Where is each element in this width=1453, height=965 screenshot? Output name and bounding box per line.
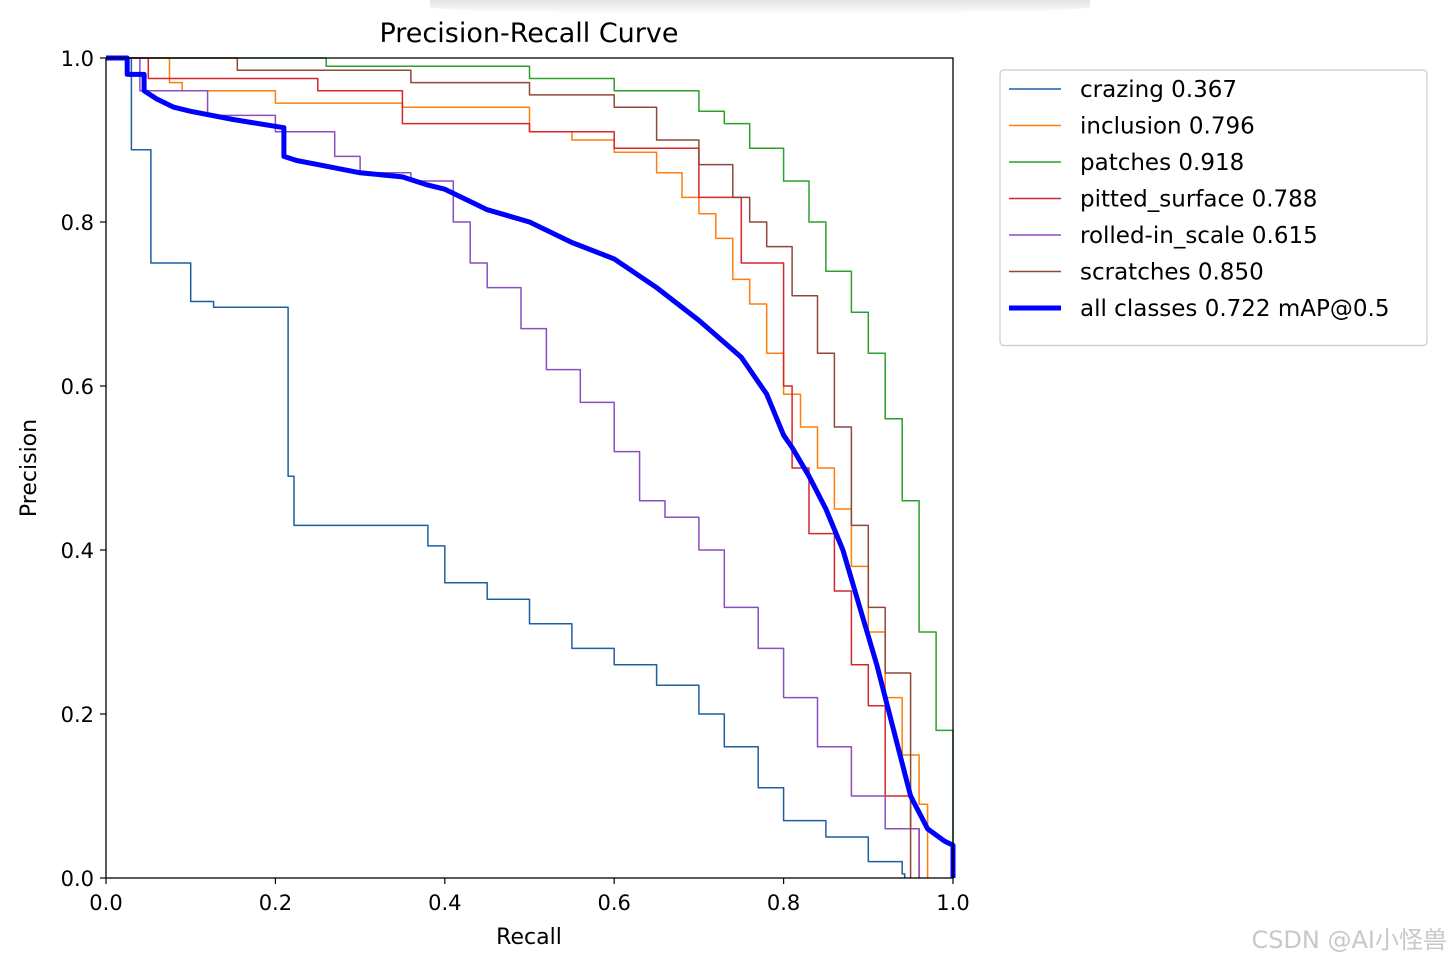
legend-label: crazing 0.367 xyxy=(1080,77,1237,103)
series-line-5 xyxy=(106,57,912,878)
y-axis-label: Precision xyxy=(17,419,42,517)
x-tick-label: 0.2 xyxy=(259,891,292,915)
y-tick-label: 1.0 xyxy=(61,47,94,71)
axes: 0.0 0.2 0.4 0.6 0.8 1.0 0.0 0.2 0.4 0.6 0.8 1.0 xyxy=(61,47,970,915)
series-line-3 xyxy=(106,57,920,878)
legend-label: rolled-in_scale 0.615 xyxy=(1080,223,1318,249)
series-line-4 xyxy=(106,57,920,878)
series-line-2 xyxy=(106,57,954,878)
x-tick-label: 0.6 xyxy=(597,891,630,915)
y-tick-label: 0.0 xyxy=(61,867,94,891)
legend-label: patches 0.918 xyxy=(1080,150,1244,176)
plot-frame xyxy=(105,57,954,879)
series-line-6 xyxy=(106,55,956,878)
legend-label: scratches 0.850 xyxy=(1080,260,1264,286)
y-tick-label: 0.4 xyxy=(61,539,94,563)
legend-label: pitted_surface 0.788 xyxy=(1080,187,1317,213)
y-tick-label: 0.8 xyxy=(61,211,94,235)
x-tick-label: 0.0 xyxy=(89,891,122,915)
legend: crazing 0.367 inclusion 0.796 patches 0.91… xyxy=(999,69,1428,347)
series-line-0 xyxy=(106,57,906,878)
legend-label: inclusion 0.796 xyxy=(1080,114,1255,140)
x-tick-label: 1.0 xyxy=(936,891,969,915)
x-tick-label: 0.8 xyxy=(767,891,800,915)
x-axis-label: Recall xyxy=(496,925,562,950)
y-tick-label: 0.6 xyxy=(61,375,94,399)
chart-title: Precision-Recall Curve xyxy=(379,18,678,49)
watermark: CSDN @AI小怪兽 xyxy=(1251,926,1447,954)
legend-box xyxy=(999,69,1428,347)
y-tick-label: 0.2 xyxy=(61,703,94,727)
top-shadow xyxy=(430,0,1090,14)
legend-label: all classes 0.722 mAP@0.5 xyxy=(1080,296,1389,322)
plot-area xyxy=(106,55,956,878)
x-tick-label: 0.4 xyxy=(428,891,461,915)
